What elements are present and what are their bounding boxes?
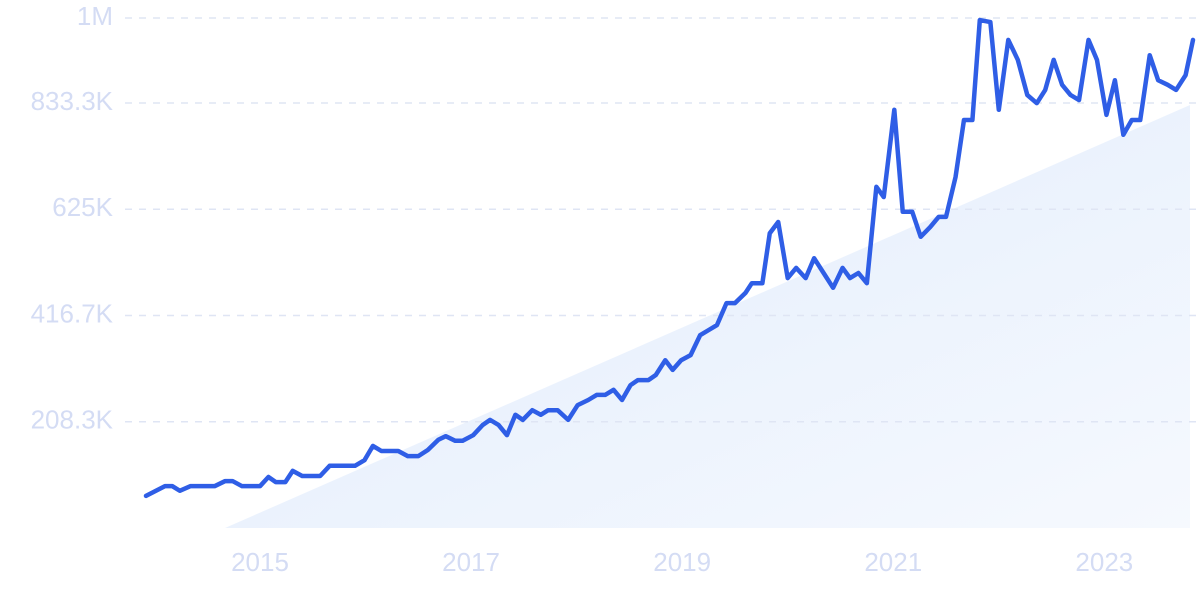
y-tick-label: 625K — [52, 192, 113, 222]
x-tick-label: 2023 — [1075, 547, 1133, 577]
trend-shade — [225, 105, 1190, 528]
line — [143, 17, 1196, 499]
y-tick-label: 208.3K — [31, 405, 114, 435]
y-tick-label: 833.3K — [31, 86, 114, 116]
y-tick-label: 416.7K — [31, 298, 114, 328]
x-tick-label: 2015 — [231, 547, 289, 577]
x-tick-label: 2019 — [653, 547, 711, 577]
y-tick-label: 1M — [77, 1, 113, 31]
x-tick-label: 2017 — [442, 547, 500, 577]
x-tick-label: 2021 — [864, 547, 922, 577]
